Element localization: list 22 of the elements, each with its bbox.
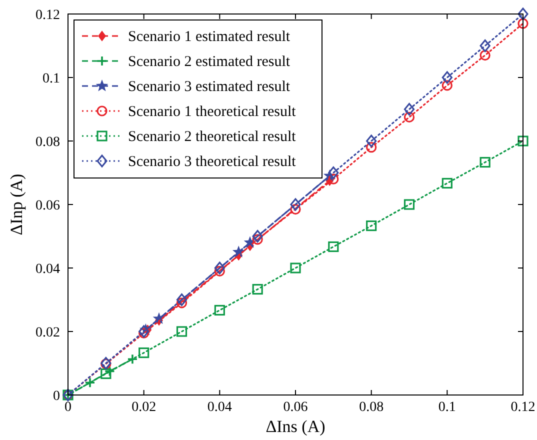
y-tick-label: 0.04 xyxy=(36,262,60,277)
legend-label: Scenario 3 theoretical result xyxy=(128,154,297,170)
y-axis-title: ΔInp (A) xyxy=(7,174,26,236)
x-tick-label: 0.06 xyxy=(283,400,308,415)
x-tick-label: 0.12 xyxy=(510,400,536,415)
x-tick-label: 0.04 xyxy=(207,400,232,415)
x-tick-label: 0 xyxy=(64,400,72,415)
y-tick-label: 0.02 xyxy=(36,326,60,340)
y-tick-label: 0.12 xyxy=(36,8,60,23)
y-tick-label: 0.1 xyxy=(42,72,60,86)
legend-label: Scenario 1 estimated result xyxy=(128,29,291,45)
x-tick-label: 0.08 xyxy=(359,400,384,415)
y-tick-label: 0 xyxy=(53,389,60,404)
legend-label: Scenario 1 theoretical result xyxy=(128,104,297,120)
x-axis-title: ΔIns (A) xyxy=(266,417,326,436)
legend-label: Scenario 2 theoretical result xyxy=(128,129,297,145)
legend-label: Scenario 2 estimated result xyxy=(128,54,291,70)
y-tick-label: 0.06 xyxy=(36,198,60,214)
x-tick-label: 0.1 xyxy=(438,400,456,415)
y-tick-label: 0.08 xyxy=(36,135,60,150)
legend-label: Scenario 3 estimated result xyxy=(128,79,291,95)
x-tick-label: 0.02 xyxy=(132,400,156,415)
